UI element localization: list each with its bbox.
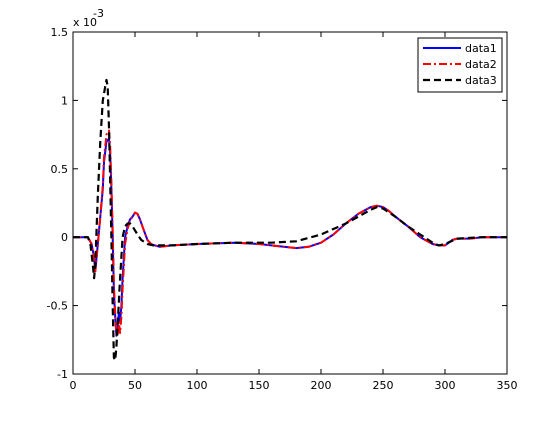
- series-line-data3: [73, 78, 507, 362]
- legend-label-data2: data2: [465, 58, 497, 71]
- x-tick-label: 50: [128, 379, 142, 392]
- series-lines: [73, 78, 507, 362]
- x-axis: 0 50 100 150 200 250 300 350: [70, 32, 518, 392]
- x-tick-label: 300: [435, 379, 456, 392]
- x-tick-label: 250: [373, 379, 394, 392]
- legend-label-data1: data1: [465, 42, 497, 55]
- y-tick-label: 0: [61, 231, 68, 244]
- y-tick-label: -0.5: [47, 300, 68, 313]
- y-tick-label: 0.5: [51, 163, 69, 176]
- x-tick-label: 0: [70, 379, 77, 392]
- legend-label-data3: data3: [465, 74, 497, 87]
- y-tick-label: -1: [57, 368, 68, 381]
- x-tick-label: 200: [311, 379, 332, 392]
- x-tick-label: 150: [249, 379, 270, 392]
- legend: data1 data2 data3: [417, 37, 503, 93]
- x-tick-label: 350: [497, 379, 518, 392]
- y-exponent-base: x 10: [73, 16, 97, 29]
- y-tick-label: 1.5: [51, 26, 69, 39]
- y-tick-label: 1: [61, 94, 68, 107]
- x-tick-label: 100: [187, 379, 208, 392]
- y-exponent-power: -3: [93, 7, 104, 20]
